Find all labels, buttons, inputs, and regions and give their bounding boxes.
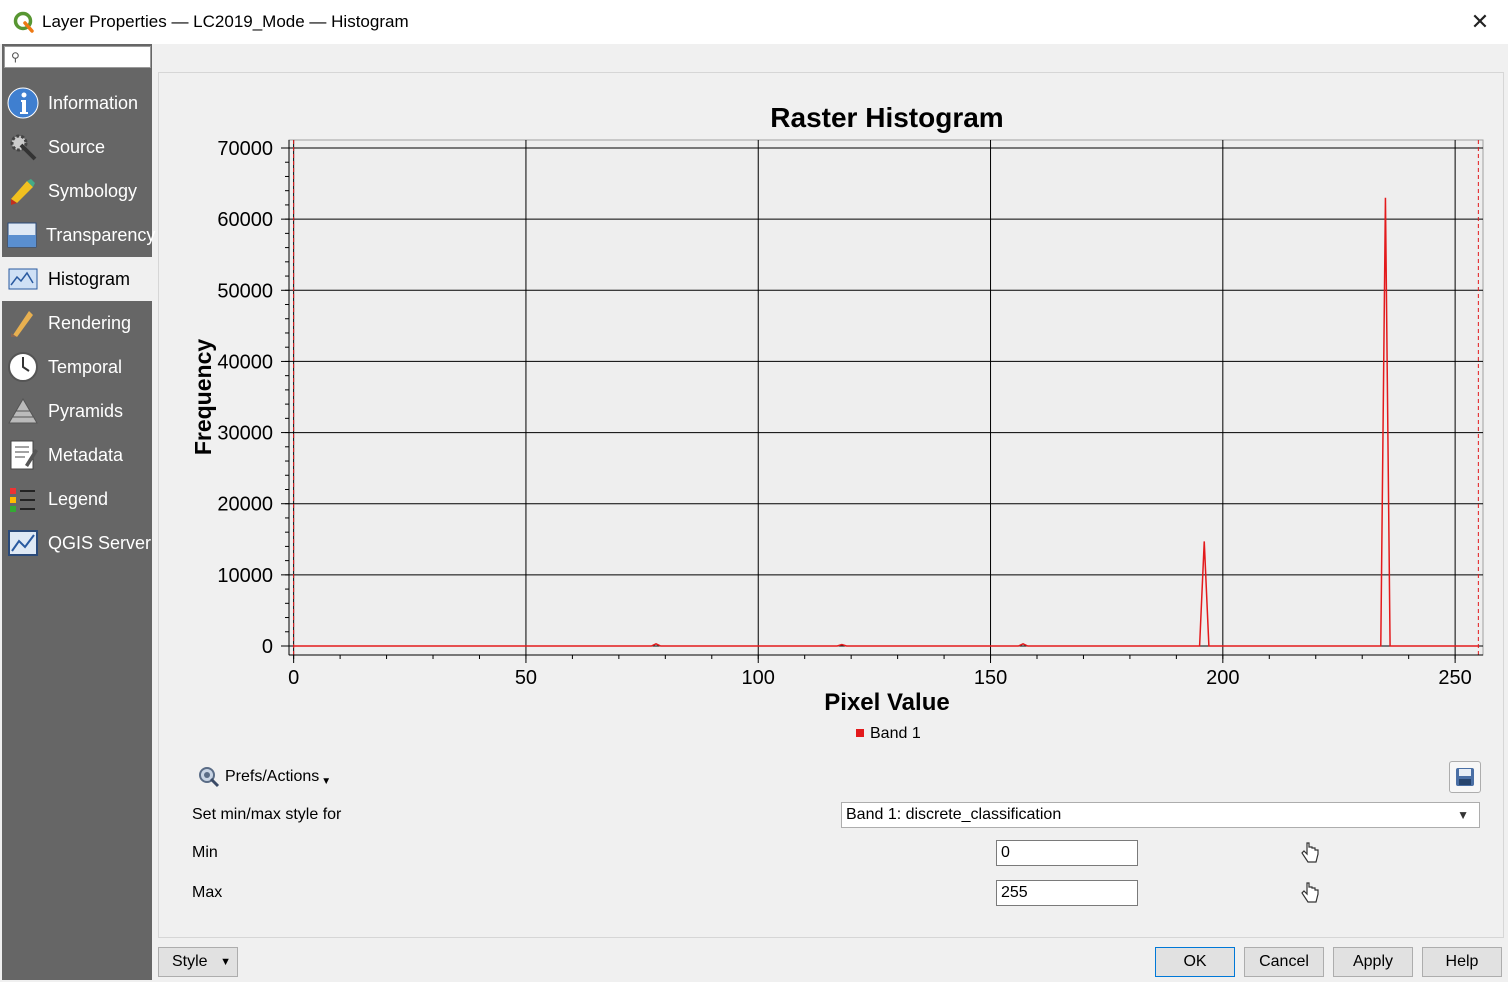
style-menu-button[interactable]: Style ▼ xyxy=(158,947,238,977)
qgis-logo-icon xyxy=(13,11,34,33)
information-icon xyxy=(6,86,40,120)
sidebar-item-qgis-server[interactable]: QGIS Server xyxy=(2,521,152,565)
qgis-server-icon xyxy=(6,526,40,560)
sidebar-item-label: Histogram xyxy=(48,268,131,289)
pointer-hand-icon[interactable] xyxy=(1298,880,1322,906)
legend-icon xyxy=(6,482,40,516)
help-button[interactable]: Help xyxy=(1422,947,1502,977)
chevron-down-icon: ▼ xyxy=(1457,808,1469,822)
sidebar-item-label: Rendering xyxy=(48,312,132,333)
sidebar-item-label: QGIS Server xyxy=(48,532,152,553)
search-icon: ⚲ xyxy=(11,50,20,64)
prefs-actions-label: Prefs/Actions xyxy=(225,768,320,785)
ok-button[interactable]: OK xyxy=(1155,947,1235,977)
apply-button[interactable]: Apply xyxy=(1333,947,1413,977)
chevron-down-icon: ▼ xyxy=(321,775,332,787)
max-input[interactable] xyxy=(996,880,1138,906)
pyramids-icon xyxy=(6,394,40,428)
save-icon xyxy=(1456,768,1474,786)
pointer-hand-icon[interactable] xyxy=(1298,840,1322,866)
rendering-icon xyxy=(6,306,40,340)
gear-search-icon xyxy=(199,767,220,788)
sidebar-item-information[interactable]: Information xyxy=(2,81,152,125)
set-minmax-label: Set min/max style for xyxy=(192,806,342,823)
sidebar-item-label: Legend xyxy=(48,488,109,509)
metadata-icon xyxy=(6,438,40,472)
sidebar-item-label: Symbology xyxy=(48,180,138,201)
histogram-icon xyxy=(6,262,40,296)
save-histogram-button[interactable] xyxy=(1449,761,1481,793)
sidebar-item-source[interactable]: Source xyxy=(2,125,152,169)
transparency-icon xyxy=(6,218,38,252)
title-bar: Layer Properties — LC2019_Mode — Histogr… xyxy=(0,0,1508,44)
sidebar-item-label: Source xyxy=(48,136,106,157)
sidebar-item-label: Metadata xyxy=(48,444,124,465)
sidebar-item-legend[interactable]: Legend xyxy=(2,477,152,521)
max-label: Max xyxy=(192,884,223,901)
sidebar-item-metadata[interactable]: Metadata xyxy=(2,433,152,477)
cancel-button[interactable]: Cancel xyxy=(1244,947,1324,977)
min-input[interactable] xyxy=(996,840,1138,866)
window-title: Layer Properties — LC2019_Mode — Histogr… xyxy=(42,12,409,31)
sidebar-item-histogram[interactable]: Histogram xyxy=(2,257,152,301)
sidebar-item-label: Transparency xyxy=(46,224,156,245)
sidebar-item-pyramids[interactable]: Pyramids xyxy=(2,389,152,433)
sidebar: ⚲ Information Source Symbology Transparency… xyxy=(2,44,156,980)
band-select-value: Band 1: discrete_classification xyxy=(846,806,1062,823)
sidebar-item-temporal[interactable]: Temporal xyxy=(2,345,152,389)
sidebar-item-symbology[interactable]: Symbology xyxy=(2,169,152,213)
sidebar-search-input[interactable]: ⚲ xyxy=(4,46,151,68)
band-select[interactable]: Band 1: discrete_classification ▼ xyxy=(841,802,1480,828)
close-icon[interactable]: ✕ xyxy=(1470,9,1490,34)
min-label: Min xyxy=(192,844,218,861)
sidebar-item-transparency[interactable]: Transparency xyxy=(2,213,156,257)
sidebar-item-rendering[interactable]: Rendering xyxy=(2,301,152,345)
sidebar-item-label: Pyramids xyxy=(48,400,124,421)
temporal-icon xyxy=(6,350,40,384)
source-icon xyxy=(6,130,40,164)
chevron-down-icon: ▼ xyxy=(220,956,231,968)
sidebar-item-label: Temporal xyxy=(48,356,123,377)
prefs-actions-button[interactable]: Prefs/Actions ▼ xyxy=(197,765,331,789)
symbology-icon xyxy=(6,174,40,208)
sidebar-item-label: Information xyxy=(48,92,139,113)
style-button-label: Style xyxy=(172,953,208,970)
